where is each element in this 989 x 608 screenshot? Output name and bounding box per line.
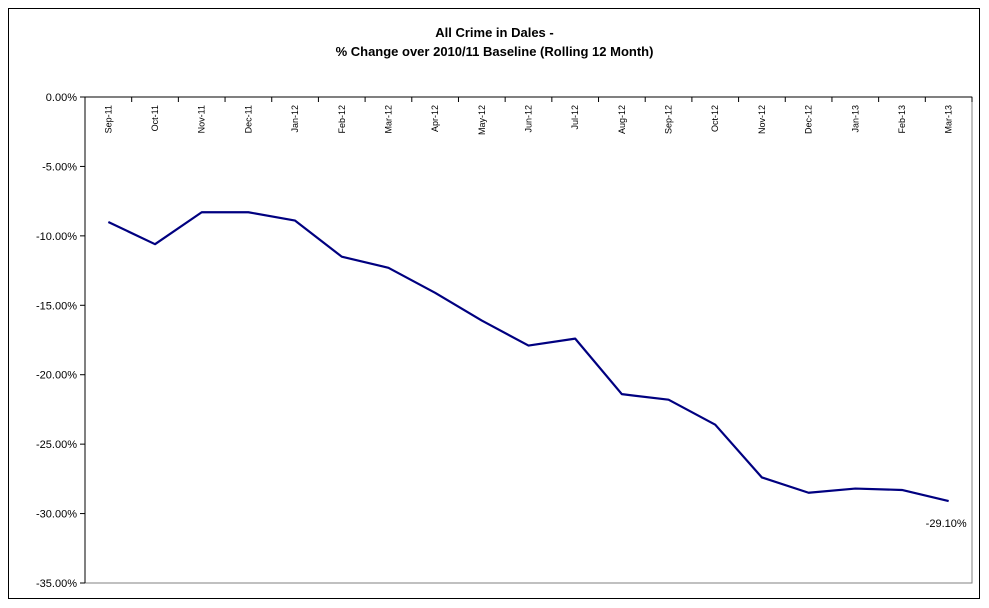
y-tick-label: -30.00% [36, 509, 77, 521]
x-tick-label: Oct-11 [150, 105, 160, 131]
chart-subtitle: % Change over 2010/11 Baseline (Rolling … [335, 44, 654, 59]
y-tick-label: -5.00% [42, 161, 77, 173]
x-tick-label: Nov-11 [197, 105, 207, 133]
x-tick-label: Dec-11 [243, 105, 253, 133]
y-tick-label: -20.00% [36, 370, 77, 382]
x-tick-label: Jul-12 [570, 105, 580, 130]
axes [84, 96, 973, 584]
data-labels: -29.10% [926, 518, 967, 530]
x-tick-label: Jun-12 [524, 105, 534, 133]
y-axis-ticks: 0.00% -5.00% -10.00% -15.00% -20.00% -25.00% -… [36, 92, 85, 590]
chart-title: All Crime in Dales - [435, 25, 554, 40]
series-line [107, 211, 949, 503]
y-tick-label: -10.00% [36, 231, 77, 243]
x-tick-label: Mar-13 [944, 105, 954, 134]
x-tick-label: Jan-13 [850, 105, 860, 133]
x-tick-label: Jan-12 [290, 105, 300, 133]
x-tick-label: Mar-12 [383, 105, 393, 134]
x-axis-ticks: Sep-11 Oct-11 Nov-11 Dec-11 Jan-12 Feb-12 Mar-… [84, 97, 973, 135]
y-tick-label: -15.00% [36, 300, 77, 312]
x-tick-label: May-12 [477, 105, 487, 135]
y-tick-label: -25.00% [36, 439, 77, 451]
x-tick-label: Feb-12 [337, 105, 347, 134]
x-tick-label: Oct-12 [710, 105, 720, 132]
series-layer [107, 211, 949, 503]
data-label: -29.10% [926, 518, 967, 530]
x-tick-label: Apr-12 [430, 105, 440, 132]
y-tick-label: -35.00% [36, 578, 77, 590]
x-tick-label: Dec-12 [804, 105, 814, 134]
y-tick-label: 0.00% [46, 92, 77, 104]
x-tick-label: Nov-12 [757, 105, 767, 134]
plot-area [84, 96, 973, 584]
chart-frame [8, 8, 980, 599]
x-tick-label: Feb-13 [897, 105, 907, 134]
x-tick-label: Sep-11 [103, 105, 113, 133]
x-tick-label: Aug-12 [617, 105, 627, 134]
x-tick-label: Sep-12 [664, 105, 674, 134]
